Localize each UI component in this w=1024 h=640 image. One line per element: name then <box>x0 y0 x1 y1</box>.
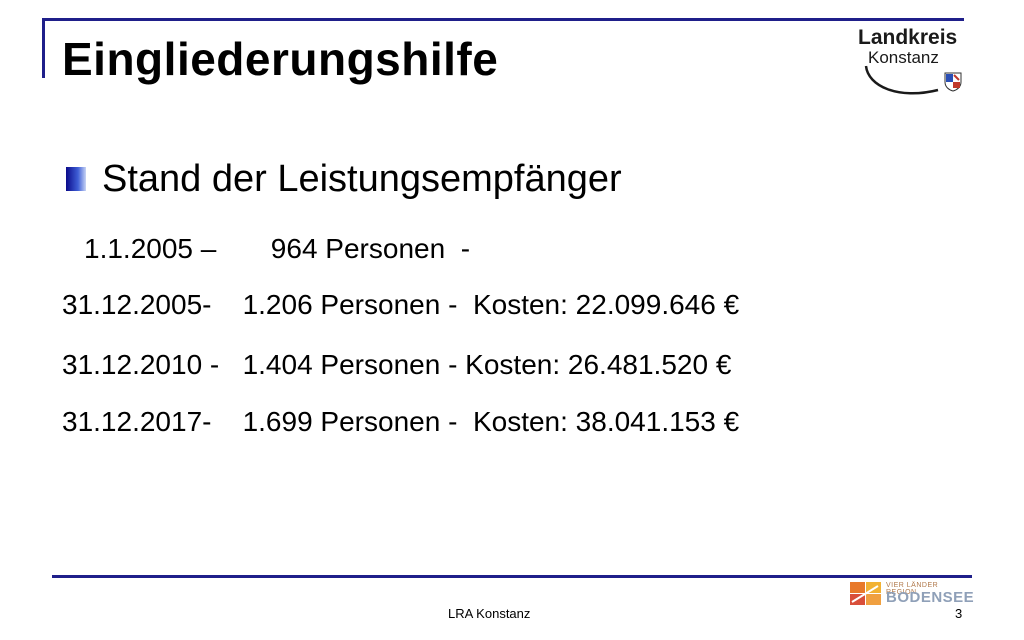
subheading: Stand der Leistungsempfänger <box>66 160 622 198</box>
slide-title: Eingliederungshilfe <box>62 33 499 85</box>
region-big-text: BODENSEE <box>886 589 975 606</box>
data-row: 1.1.2005 – 964 Personen - <box>84 233 471 264</box>
data-row: 31.12.2017- 1.699 Personen - Kosten: 38.… <box>62 406 740 437</box>
bodensee-region-logo: VIER LÄNDER REGION BODENSEE <box>850 580 974 608</box>
square-bullet-icon <box>66 167 86 191</box>
bottom-frame-line <box>52 575 972 578</box>
left-frame-line <box>42 18 45 78</box>
top-frame-line <box>42 18 964 21</box>
data-row: 31.12.2005- 1.206 Personen - Kosten: 22.… <box>62 289 740 320</box>
subheading-text: Stand der Leistungsempfänger <box>102 158 622 200</box>
region-small-text: VIER LÄNDER REGION <box>886 582 939 596</box>
bodensee-emblem-icon <box>850 582 881 605</box>
data-row: 31.12.2010 - 1.404 Personen - Kosten: 26… <box>62 349 732 380</box>
logo-line-2: Konstanz <box>868 48 939 67</box>
logo-line-1: Landkreis <box>858 26 958 49</box>
page-number: 3 <box>955 606 963 621</box>
footer-text: LRA Konstanz <box>448 606 531 621</box>
landkreis-konstanz-logo: Landkreis Konstanz <box>838 26 968 100</box>
logo-swoosh-icon <box>864 65 939 95</box>
crest-icon <box>944 72 962 92</box>
